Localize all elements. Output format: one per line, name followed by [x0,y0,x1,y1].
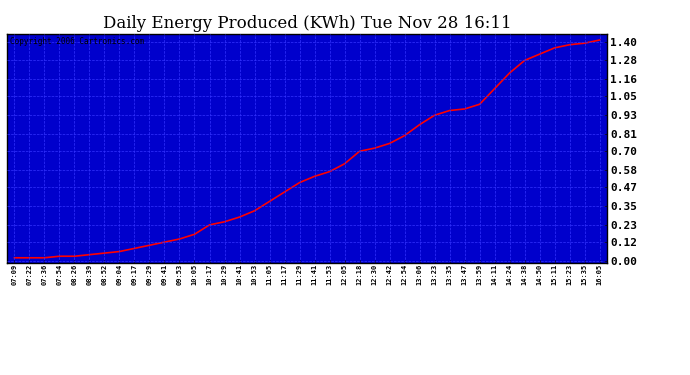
Text: Copyright 2006 Cartronics.com: Copyright 2006 Cartronics.com [10,37,144,46]
Title: Daily Energy Produced (KWh) Tue Nov 28 16:11: Daily Energy Produced (KWh) Tue Nov 28 1… [103,15,511,32]
